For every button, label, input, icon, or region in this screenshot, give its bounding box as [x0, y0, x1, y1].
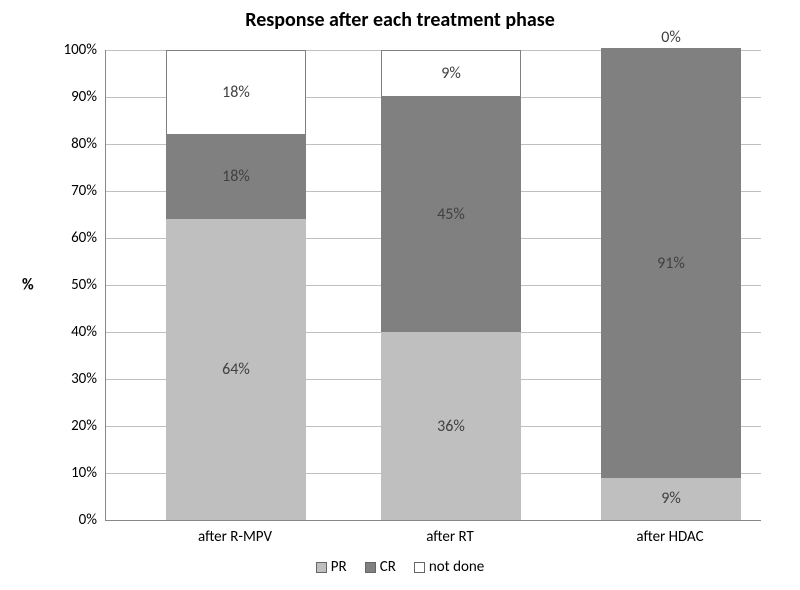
bar-segment-PR: 36%: [381, 332, 521, 520]
bar-segment-CR: 45%: [381, 97, 521, 332]
legend-label: PR: [331, 558, 347, 576]
ytick-label: 60%: [47, 229, 97, 247]
xtick-label: after RT: [426, 528, 474, 546]
ytick-label: 10%: [47, 464, 97, 482]
xtick-label: after HDAC: [636, 528, 703, 546]
legend-item-PR: PR: [316, 558, 347, 576]
ytick-label: 90%: [47, 88, 97, 106]
legend-swatch: [316, 562, 327, 573]
segment-value: 9%: [661, 489, 681, 508]
ytick-label: 80%: [47, 135, 97, 153]
bar-segment-PR: 64%: [166, 219, 306, 520]
legend-swatch: [414, 562, 425, 573]
legend-label: CR: [380, 558, 396, 576]
bar-segment-PR: 9%: [601, 478, 741, 520]
legend-swatch: [365, 562, 376, 573]
ytick-label: 50%: [47, 276, 97, 294]
bar-segment-CR: 18%: [166, 135, 306, 220]
legend-label: not done: [429, 558, 484, 576]
ytick-label: 30%: [47, 370, 97, 388]
xtick-label: after R-MPV: [198, 528, 272, 546]
ytick-label: 20%: [47, 417, 97, 435]
bar-segment-not_done: 0%: [601, 48, 741, 50]
chart-container: Response after each treatment phase % 64…: [0, 0, 800, 590]
segment-value: 36%: [437, 417, 465, 436]
segment-value: 64%: [222, 360, 250, 379]
segment-value: 45%: [437, 205, 465, 224]
bar-segment-not_done: 18%: [166, 50, 306, 135]
segment-value: 18%: [222, 167, 250, 186]
y-axis-label: %: [22, 276, 34, 295]
segment-value: 0%: [602, 28, 740, 47]
segment-value: 91%: [657, 254, 685, 273]
legend-item-not_done: not done: [414, 558, 484, 576]
bar-segment-CR: 91%: [601, 50, 741, 478]
plot-area: 64% 18% 18% 36% 45% 9% 9% 91% 0%: [105, 50, 761, 521]
bar-group: 36% 45% 9%: [381, 50, 521, 520]
bar-segment-not_done: 9%: [381, 50, 521, 97]
ytick-label: 0%: [47, 511, 97, 529]
legend-item-CR: CR: [365, 558, 396, 576]
bar-group: 64% 18% 18%: [166, 50, 306, 520]
ytick-label: 70%: [47, 182, 97, 200]
legend: PR CR not done: [0, 558, 800, 576]
ytick-label: 100%: [47, 41, 97, 59]
segment-value: 9%: [441, 64, 461, 83]
segment-value: 18%: [222, 83, 250, 102]
bar-group: 9% 91% 0%: [601, 50, 741, 520]
ytick-label: 40%: [47, 323, 97, 341]
